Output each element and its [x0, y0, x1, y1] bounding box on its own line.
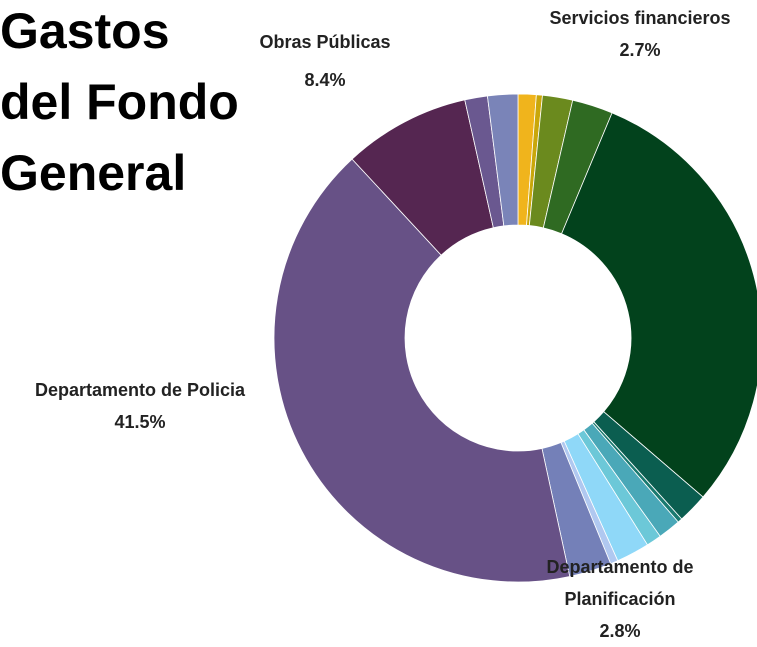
category-label: Departamento de Policia — [34, 380, 246, 400]
title-line: Gastos — [0, 3, 170, 59]
category-label: Obras Públicas — [259, 32, 391, 52]
chart-title: Gastos del Fondo General — [0, 0, 239, 213]
value-label: 41.5% — [114, 412, 166, 432]
value-label: 2.7% — [619, 40, 661, 60]
data-label: Departamento de Planificación 2.8% — [515, 551, 725, 647]
value-label: 8.4% — [304, 70, 346, 90]
data-label: Servicios financieros 2.7% — [490, 2, 757, 66]
category-label: Departamento de Planificación — [546, 557, 694, 609]
title-line: General — [0, 145, 187, 201]
data-label: Obras Públicas 8.4% — [225, 26, 425, 96]
donut-slice — [561, 112, 757, 498]
category-label: Servicios financieros — [549, 8, 731, 28]
value-label: 2.8% — [599, 621, 641, 641]
data-label: Departamento de Policia 41.5% — [0, 374, 290, 438]
donut-slice — [273, 158, 571, 583]
donut-slice — [486, 93, 519, 227]
title-line: del Fondo — [0, 74, 239, 130]
